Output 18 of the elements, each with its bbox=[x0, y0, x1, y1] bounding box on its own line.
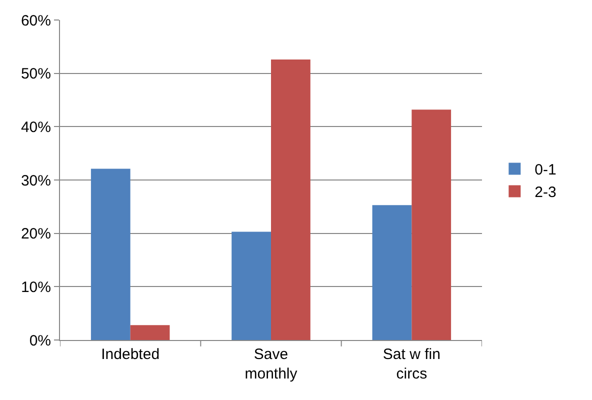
y-tick-label: 10% bbox=[20, 278, 51, 296]
legend-label: 0-1 bbox=[534, 162, 556, 179]
x-tick-label: Save monthly bbox=[244, 346, 298, 382]
bar bbox=[271, 59, 310, 340]
bar bbox=[130, 325, 170, 340]
bar bbox=[232, 232, 271, 340]
bar bbox=[372, 205, 412, 340]
bar bbox=[412, 110, 452, 340]
y-tick-label: 20% bbox=[20, 226, 51, 243]
y-tick-label: 50% bbox=[20, 66, 51, 83]
legend-label: 2-3 bbox=[534, 184, 556, 202]
y-tick-label: 30% bbox=[20, 172, 51, 190]
y-tick-label: 60% bbox=[20, 12, 51, 30]
x-tick-label: Indebted bbox=[101, 346, 160, 363]
bar bbox=[90, 168, 130, 340]
x-tick-label: Sat w fin circs bbox=[382, 346, 440, 382]
y-tick-label: 0% bbox=[29, 332, 51, 350]
y-tick-label: 40% bbox=[20, 118, 51, 136]
